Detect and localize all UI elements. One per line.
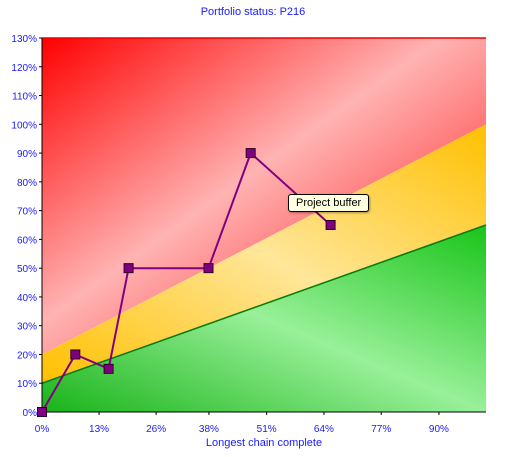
y-tick-label: 10% (17, 379, 37, 390)
y-tick-label: 0% (23, 408, 38, 419)
y-tick-label: 30% (17, 322, 37, 333)
project-buffer-tooltip: Project buffer (288, 194, 370, 212)
x-tick-label: 13% (89, 424, 109, 435)
y-tick-label: 110% (12, 92, 37, 103)
red-zone (42, 38, 486, 355)
data-point (70, 349, 81, 360)
y-tick-label: 120% (11, 63, 37, 74)
y-tick-label: 80% (17, 178, 37, 189)
y-tick-label: 40% (17, 293, 37, 304)
y-tick-label: 90% (17, 149, 37, 160)
x-tick-label: 64% (314, 424, 334, 435)
y-tick-label: 60% (17, 235, 37, 246)
x-tick-label: 26% (146, 424, 166, 435)
data-point (37, 407, 47, 417)
x-tick-label: 38% (199, 424, 219, 435)
y-tick-label: 20% (17, 350, 37, 361)
y-tick-label: 100% (11, 120, 37, 131)
data-point (103, 363, 114, 374)
data-point (245, 148, 256, 159)
x-tick-label: 77% (371, 424, 391, 435)
data-point (325, 220, 336, 230)
x-axis-label: Longest chain complete (206, 437, 322, 449)
green-zone (42, 225, 486, 412)
green-boundary-line (41, 224, 487, 384)
y-tick-label: 50% (17, 264, 37, 275)
x-tick-label: 51% (257, 424, 277, 435)
x-tick-label: 0% (35, 424, 50, 435)
y-tick-label: 130% (11, 34, 37, 45)
data-point (123, 263, 134, 274)
chart-title: Portfolio status: P216 (200, 6, 306, 18)
y-tick-label: 70% (17, 207, 37, 218)
data-point (203, 263, 214, 274)
x-tick-label: 90% (429, 424, 449, 435)
yellow-zone (42, 124, 486, 384)
